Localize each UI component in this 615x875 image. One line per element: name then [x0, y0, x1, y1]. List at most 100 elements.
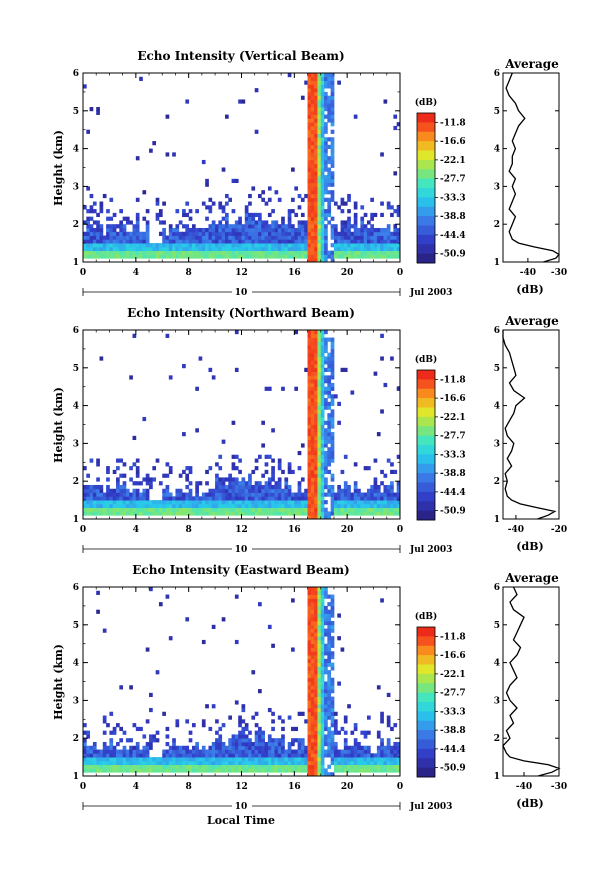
- heatmap-cell: [89, 488, 94, 493]
- heatmap-cell: [102, 764, 107, 769]
- heatmap-cell: [347, 254, 351, 259]
- heatmap-cell: [307, 107, 312, 112]
- heatmap-cell: [307, 103, 312, 108]
- heatmap-cell: [191, 254, 196, 259]
- heatmap-cell: [294, 246, 299, 252]
- heatmap-cell: [324, 190, 328, 195]
- heatmap-cell: [386, 507, 391, 512]
- heatmap-cell: [310, 182, 315, 187]
- heatmap-cell: [119, 749, 124, 754]
- heatmap-cell: [208, 500, 213, 505]
- heatmap-cell: [314, 401, 318, 406]
- heatmap-cell: [96, 224, 100, 229]
- heatmap-cell: [327, 454, 332, 459]
- heatmap-cell: [317, 723, 322, 728]
- heatmap-cell: [135, 246, 140, 252]
- heatmap-cell: [297, 243, 302, 248]
- heatmap-cell: [238, 760, 242, 766]
- heatmap-cell: [264, 386, 269, 391]
- heatmap-cell: [307, 760, 312, 766]
- heatmap-cell: [224, 216, 229, 221]
- heatmap-cell: [221, 764, 226, 769]
- heatmap-cell: [277, 500, 282, 505]
- heatmap-cell: [112, 749, 117, 754]
- heatmap-cell: [116, 224, 120, 229]
- heatmap-cell: [320, 424, 325, 429]
- colorbar-tick-label: -38.8: [440, 726, 466, 736]
- heatmap-cell: [320, 141, 325, 146]
- heatmap-cell: [188, 243, 193, 248]
- colorbar-tick-label: -33.3: [440, 450, 466, 460]
- heatmap-cell: [244, 250, 249, 255]
- heatmap-cell: [258, 239, 262, 244]
- heatmap-cell: [258, 757, 262, 762]
- heatmap-cell: [327, 190, 332, 195]
- heatmap-cell: [304, 254, 308, 259]
- heatmap-cell: [149, 484, 153, 490]
- heatmap-cell: [366, 507, 371, 512]
- heatmap-cell: [135, 511, 140, 516]
- heatmap-cell: [327, 110, 332, 115]
- heatmap-cell: [208, 205, 213, 210]
- heatmap-cell: [284, 757, 289, 762]
- heatmap-cell: [314, 443, 318, 448]
- heatmap-cell: [198, 254, 203, 259]
- heatmap-cell: [125, 749, 130, 754]
- heatmap-cell: [86, 235, 90, 240]
- heatmap-cell: [125, 243, 130, 248]
- heatmap-cell: [320, 749, 325, 754]
- heatmap-cell: [251, 212, 256, 218]
- heatmap-cell: [310, 507, 315, 512]
- heatmap-cell: [317, 258, 322, 263]
- heatmap-cell: [337, 80, 341, 85]
- heatmap-cell: [330, 348, 335, 354]
- heatmap-cell: [185, 231, 190, 236]
- heatmap-cell: [294, 749, 299, 754]
- heatmap-cell: [228, 500, 232, 505]
- heatmap-cell: [215, 753, 219, 758]
- heatmap-cell: [376, 734, 381, 739]
- heatmap-cell: [353, 760, 358, 766]
- heatmap-cell: [271, 726, 275, 732]
- heatmap-cell: [234, 330, 239, 335]
- heatmap-cell: [251, 670, 256, 675]
- heatmap-cell: [343, 481, 348, 486]
- heatmap-cell: [178, 473, 183, 478]
- heatmap-cell: [393, 741, 398, 747]
- heatmap-cell: [139, 726, 143, 732]
- heatmap-cell: [317, 658, 322, 663]
- heatmap-cell: [393, 753, 398, 758]
- heatmap-cell: [297, 764, 302, 769]
- heatmap-cell: [188, 760, 193, 766]
- heatmap-cell: [317, 428, 322, 433]
- heatmap-cell: [307, 125, 312, 131]
- heatmap-cell: [333, 511, 338, 516]
- heatmap-cell: [158, 220, 163, 225]
- heatmap-cell: [317, 235, 322, 240]
- heatmap-cell: [89, 250, 94, 255]
- heatmap-cell: [129, 760, 133, 766]
- heatmap-cell: [267, 496, 272, 501]
- heatmap-cell: [185, 760, 190, 766]
- heatmap-cell: [320, 484, 325, 490]
- heatmap-cell: [343, 768, 348, 773]
- heatmap-cell: [393, 492, 398, 497]
- heatmap-cell: [175, 719, 180, 724]
- heatmap-cell: [330, 753, 335, 758]
- heatmap-cell: [317, 110, 322, 115]
- heatmap-cell: [333, 235, 338, 240]
- average-y-tick-label: 6: [494, 326, 500, 336]
- heatmap-cell: [168, 636, 173, 641]
- heatmap-cell: [168, 764, 173, 769]
- heatmap-cell: [215, 741, 219, 747]
- heatmap-cell: [320, 428, 325, 433]
- heatmap-cell: [258, 492, 262, 497]
- heatmap-cell: [135, 764, 140, 769]
- heatmap-cell: [314, 632, 318, 637]
- heatmap-cell: [234, 500, 239, 505]
- heatmap-cell: [267, 741, 272, 747]
- heatmap-cell: [132, 435, 137, 441]
- heatmap-cell: [221, 757, 226, 762]
- heatmap-cell: [300, 443, 305, 448]
- heatmap-cell: [370, 757, 374, 762]
